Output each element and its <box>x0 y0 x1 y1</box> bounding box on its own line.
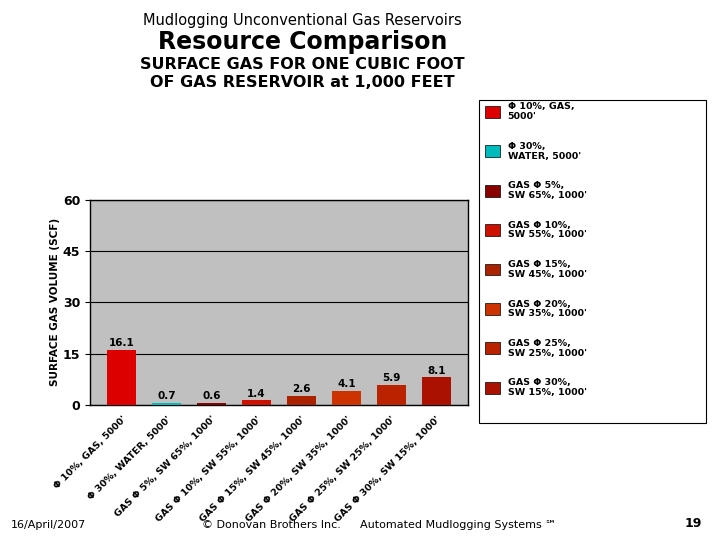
Text: OF GAS RESERVOIR at 1,000 FEET: OF GAS RESERVOIR at 1,000 FEET <box>150 75 455 90</box>
Text: 5.9: 5.9 <box>382 373 400 383</box>
Text: 16/April/2007: 16/April/2007 <box>11 520 86 530</box>
Bar <box>377 385 406 405</box>
Text: GAS Φ 10%,
SW 55%, 1000': GAS Φ 10%, SW 55%, 1000' <box>508 221 587 239</box>
Text: Φ 10%, GAS,
5000': Φ 10%, GAS, 5000' <box>508 103 575 121</box>
Text: GAS Φ 15%,
SW 45%, 1000': GAS Φ 15%, SW 45%, 1000' <box>508 260 587 279</box>
Text: Mudlogging Unconventional Gas Reservoirs: Mudlogging Unconventional Gas Reservoirs <box>143 14 462 29</box>
Bar <box>242 400 271 405</box>
Bar <box>332 391 361 405</box>
Text: 1.4: 1.4 <box>247 388 266 399</box>
Text: 19: 19 <box>685 517 702 530</box>
Text: 0.7: 0.7 <box>158 391 176 401</box>
Text: 2.6: 2.6 <box>292 384 311 394</box>
Text: GAS Φ 30%,
SW 15%, 1000': GAS Φ 30%, SW 15%, 1000' <box>508 379 587 397</box>
Text: 0.6: 0.6 <box>202 392 221 401</box>
Text: Resource Comparison: Resource Comparison <box>158 30 447 53</box>
Text: 8.1: 8.1 <box>427 366 446 376</box>
Text: GAS Φ 25%,
SW 25%, 1000': GAS Φ 25%, SW 25%, 1000' <box>508 339 587 357</box>
Text: GAS Φ 5%,
SW 65%, 1000': GAS Φ 5%, SW 65%, 1000' <box>508 181 587 200</box>
Text: Automated Mudlogging Systems ℠: Automated Mudlogging Systems ℠ <box>360 520 557 530</box>
Bar <box>422 377 451 405</box>
Y-axis label: SURFACE GAS VOLUME (SCF): SURFACE GAS VOLUME (SCF) <box>50 218 60 387</box>
Text: 4.1: 4.1 <box>337 379 356 389</box>
Bar <box>152 403 181 405</box>
Bar <box>107 350 136 405</box>
Text: © Donovan Brothers Inc.: © Donovan Brothers Inc. <box>202 520 341 530</box>
Text: Φ 30%,
WATER, 5000': Φ 30%, WATER, 5000' <box>508 142 581 160</box>
Text: 16.1: 16.1 <box>109 338 135 348</box>
Text: GAS Φ 20%,
SW 35%, 1000': GAS Φ 20%, SW 35%, 1000' <box>508 300 587 318</box>
Text: SURFACE GAS FOR ONE CUBIC FOOT: SURFACE GAS FOR ONE CUBIC FOOT <box>140 57 464 72</box>
Bar <box>197 403 226 405</box>
Bar <box>287 396 316 405</box>
